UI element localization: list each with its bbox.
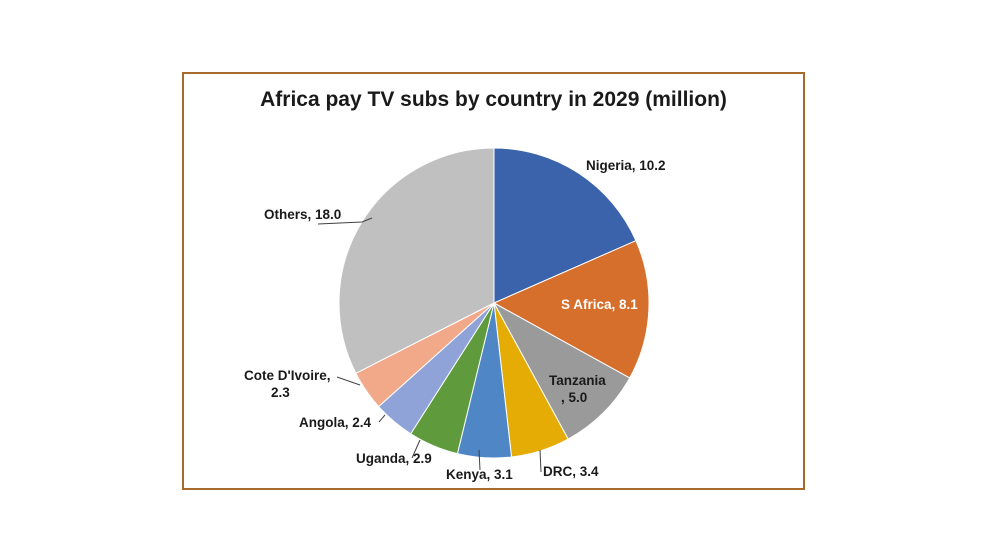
pie-slice xyxy=(492,239,650,379)
slice-label: S Africa, 8.1 xyxy=(561,297,638,312)
leader-line xyxy=(317,217,373,225)
slice-label: Cote D'Ivoire, 2.3 xyxy=(244,368,330,400)
slice-label: Others, 18.0 xyxy=(264,207,341,222)
leader-line xyxy=(378,414,386,423)
slice-label: Angola, 2.4 xyxy=(299,415,372,430)
slice-label: Kenya, 3.1 xyxy=(446,467,513,482)
leader-line xyxy=(478,449,481,471)
slice-label: DRC, 3.4 xyxy=(543,464,599,479)
slice-label: Nigeria, 10.2 xyxy=(586,158,666,173)
pie-slice xyxy=(492,301,631,440)
slice-label: Uganda, 2.9 xyxy=(356,451,432,466)
leader-line xyxy=(336,376,361,386)
chart-title: Africa pay TV subs by country in 2029 (m… xyxy=(260,88,727,111)
leader-line xyxy=(539,449,542,473)
pie-slice xyxy=(493,147,637,304)
leader-line xyxy=(411,439,421,459)
slice-label: Tanzania, 5.0 xyxy=(549,373,606,405)
